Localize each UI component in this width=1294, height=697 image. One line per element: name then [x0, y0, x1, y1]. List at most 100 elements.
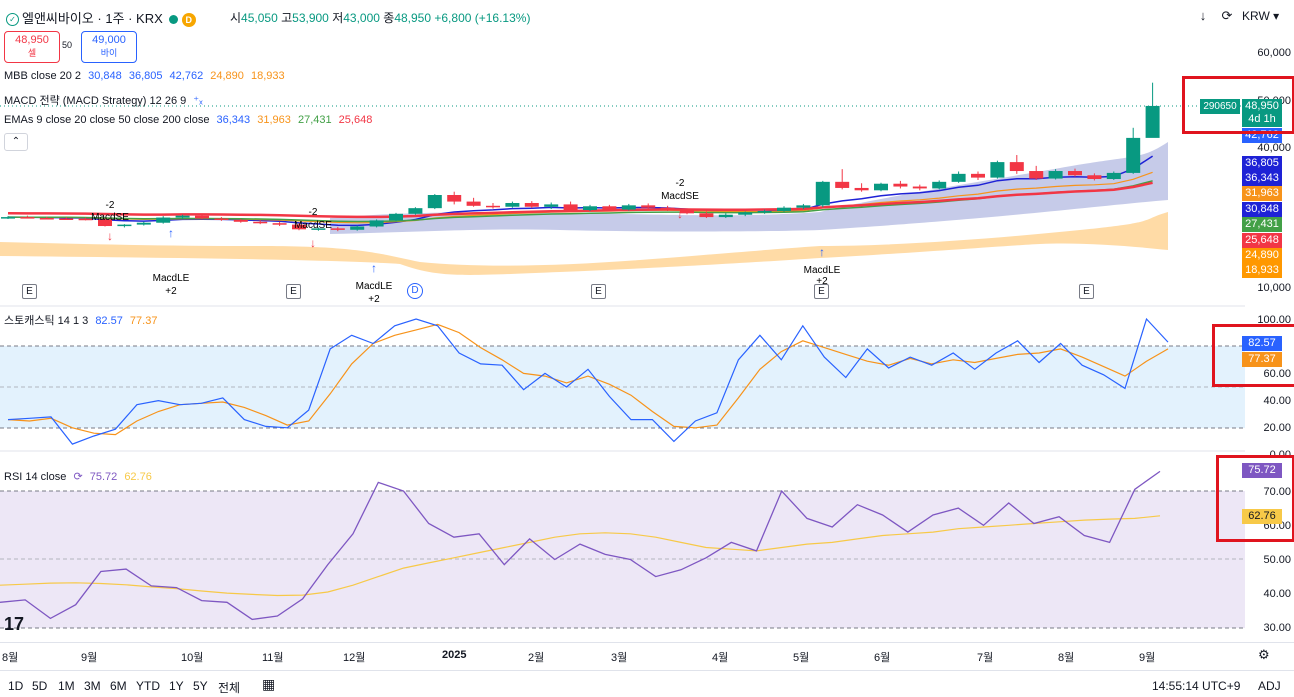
candle-body	[777, 207, 791, 211]
timeframe-5y[interactable]: 5Y	[193, 679, 208, 693]
candle-body	[175, 215, 190, 218]
last-price-tag: 48,950	[1242, 99, 1282, 114]
timeframe-ytd[interactable]: YTD	[136, 679, 160, 693]
ohlc-readout: 시45,050 고53,900 저43,000 종48,950 +6,800 (…	[230, 9, 530, 26]
signal-long-label: MacdLE	[356, 281, 393, 292]
stoch-axis-label: 40.00	[1263, 395, 1291, 407]
buy-label: 바이	[100, 48, 118, 58]
low-value: 43,000	[343, 11, 380, 25]
rsi-lines	[0, 470, 1161, 621]
arrow-up-icon: ↑	[819, 245, 825, 259]
ema20-tag: 31,963	[1242, 186, 1282, 201]
stoch-k-tag: 82.57	[1242, 336, 1282, 351]
candle-body	[971, 173, 985, 178]
signal-short-qty: -2	[309, 207, 318, 218]
sell-button[interactable]: 48,950 셀	[4, 31, 60, 63]
candle-body	[117, 224, 132, 227]
timeframe-6m[interactable]: 6M	[110, 679, 127, 693]
currency-select[interactable]: KRW ▾	[1242, 6, 1286, 26]
dividend-marker[interactable]: D	[407, 283, 423, 299]
legend-stochastic[interactable]: 스토캐스틱 14 1 3 82.57 77.37	[4, 312, 161, 328]
dividend-badge[interactable]: D	[181, 12, 196, 27]
x-axis-label: 12월	[343, 652, 366, 664]
sell-label: 셀	[27, 48, 37, 58]
timeframe-1m[interactable]: 1M	[58, 679, 75, 693]
candle-body	[20, 217, 35, 219]
candle-body	[39, 218, 54, 220]
settings-gear-icon[interactable]: ⚙	[1258, 647, 1270, 662]
signal-long-label: MacdLE	[153, 273, 190, 284]
x-axis-label: 5월	[793, 652, 810, 664]
candle-body	[272, 223, 287, 225]
legend-rsi[interactable]: RSI 14 close ⟳ 75.72 62.76	[4, 470, 156, 483]
timeframe-1y[interactable]: 1Y	[169, 679, 184, 693]
candle-body	[233, 219, 248, 222]
candle-body	[1145, 105, 1160, 138]
ema9-tag: 36,343	[1242, 171, 1282, 186]
symbol-title: 엘앤씨바이오 · 1주 · KRX	[22, 11, 163, 26]
earnings-marker[interactable]: E	[1079, 284, 1094, 299]
timeframe-5d[interactable]: 5D	[32, 679, 48, 693]
arrow-down-icon: ↓	[107, 229, 113, 243]
candles-group	[1, 82, 1160, 232]
timeframe-3m[interactable]: 3M	[84, 679, 101, 693]
candle-body	[951, 173, 966, 182]
tradingview-logo[interactable]: 17	[4, 614, 25, 634]
refresh-icon[interactable]: ⟳	[1221, 8, 1233, 23]
bollinger-lower-fill	[0, 212, 1168, 275]
candle-body	[389, 213, 403, 221]
legend-mbb[interactable]: MBB close 20 2 30,848 36,805 42,762 24,8…	[4, 70, 289, 82]
high-value: 53,900	[292, 11, 329, 25]
candle-body	[427, 195, 442, 209]
candle-body	[660, 207, 675, 211]
x-axis-label: 7월	[977, 652, 994, 664]
legend-emas[interactable]: EMAs 9 close 20 close 50 close 200 close…	[4, 114, 376, 126]
mbb-middle-tag: 30,848	[1242, 202, 1282, 217]
download-icon[interactable]: ↓	[1199, 8, 1207, 23]
signal-short-qty: -2	[676, 178, 685, 189]
earnings-marker[interactable]: E	[286, 284, 301, 299]
candle-body	[253, 221, 268, 224]
candle-body	[641, 205, 656, 208]
stoch-name: 스토캐스틱 14 1 3	[4, 315, 89, 327]
mbb-name: MBB close 20 2	[4, 70, 82, 82]
buy-price: 49,000	[92, 34, 126, 46]
symbol-header[interactable]: ✓ 엘앤씨바이오 · 1주 · KRX D	[6, 8, 196, 27]
candle-body	[1068, 171, 1082, 176]
collapse-legend-button[interactable]: ⌃	[4, 133, 28, 151]
candle-body	[699, 213, 714, 218]
close-value: 48,950	[394, 11, 432, 25]
earnings-marker[interactable]: E	[22, 284, 37, 299]
stoch-d-tag: 77.37	[1242, 352, 1282, 367]
change-value: +6,800 (+16.13%)	[434, 11, 531, 25]
open-value: 45,050	[241, 11, 278, 25]
timeframe-all[interactable]: 전체	[218, 681, 241, 695]
strategy-icon[interactable]: ⁺ₓ	[193, 95, 203, 107]
candle-body	[583, 206, 597, 211]
rsi-line	[0, 470, 1161, 621]
ema-value: 25,648	[338, 114, 373, 126]
clock-display[interactable]: 14:55:14 UTC+9	[1152, 679, 1241, 693]
price-axis-label: 10,000	[1257, 282, 1291, 294]
sync-icon[interactable]: ⟳	[73, 471, 83, 483]
countdown-tag: 4d 1h	[1242, 112, 1282, 127]
highlight-box-price	[1182, 76, 1294, 134]
calendar-icon[interactable]: ▦	[262, 676, 276, 692]
buy-button[interactable]: 49,000 바이	[81, 31, 137, 63]
legend-macd[interactable]: MACD 전략 (MACD Strategy) 12 26 9 ⁺ₓ	[4, 92, 207, 108]
ema200-line	[7, 181, 1153, 219]
rsi-name: RSI 14 close	[4, 471, 67, 483]
earnings-marker[interactable]: E	[591, 284, 606, 299]
chart-area[interactable]: -2 MacdSE ↓ -2 MacdSE ↓ -2 MacdSE ↓ ↑ Ma…	[0, 32, 1245, 642]
earnings-marker[interactable]: E	[814, 284, 829, 299]
candle-body	[912, 186, 927, 189]
stoch-k-value: 82.57	[95, 315, 123, 327]
timeframe-1d[interactable]: 1D	[8, 679, 24, 693]
candle-body	[466, 201, 481, 206]
candle-body	[1126, 137, 1141, 173]
low-label: 저	[332, 11, 344, 25]
rsi-axis-label: 30.00	[1263, 622, 1291, 634]
candle-body	[1029, 171, 1044, 179]
currency-label: KRW	[1242, 9, 1270, 23]
adj-toggle[interactable]: ADJ	[1258, 679, 1281, 693]
